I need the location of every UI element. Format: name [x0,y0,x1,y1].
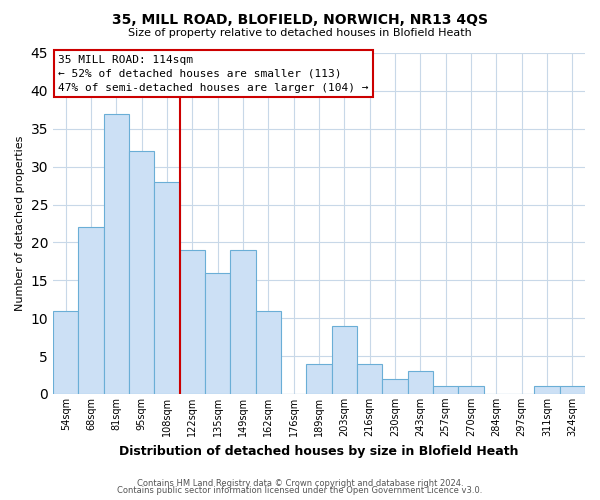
Bar [560,386,585,394]
Bar [256,310,281,394]
Bar [104,114,129,394]
Bar [79,227,104,394]
Bar [332,326,357,394]
Y-axis label: Number of detached properties: Number of detached properties [15,136,25,311]
Bar [535,386,560,394]
Text: 35, MILL ROAD, BLOFIELD, NORWICH, NR13 4QS: 35, MILL ROAD, BLOFIELD, NORWICH, NR13 4… [112,12,488,26]
Text: Contains HM Land Registry data © Crown copyright and database right 2024.: Contains HM Land Registry data © Crown c… [137,478,463,488]
Bar [179,250,205,394]
Bar [307,364,332,394]
Text: Size of property relative to detached houses in Blofield Heath: Size of property relative to detached ho… [128,28,472,38]
Bar [129,152,154,394]
Bar [230,250,256,394]
Bar [458,386,484,394]
Bar [53,310,79,394]
Text: Contains public sector information licensed under the Open Government Licence v3: Contains public sector information licen… [118,486,482,495]
Bar [154,182,179,394]
Bar [407,371,433,394]
Bar [357,364,382,394]
Bar [382,378,407,394]
Bar [205,272,230,394]
Bar [433,386,458,394]
Text: 35 MILL ROAD: 114sqm
← 52% of detached houses are smaller (113)
47% of semi-deta: 35 MILL ROAD: 114sqm ← 52% of detached h… [58,54,369,92]
X-axis label: Distribution of detached houses by size in Blofield Heath: Distribution of detached houses by size … [119,444,519,458]
